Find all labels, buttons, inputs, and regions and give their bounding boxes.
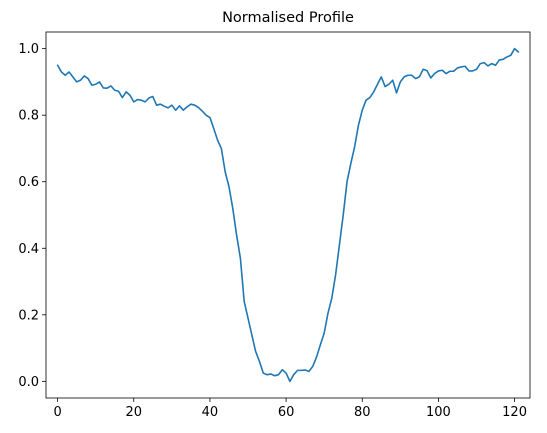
- x-tick-label: 60: [278, 405, 295, 420]
- axes-layer: 0 20 40 60 80 100 120 0.0 0.2 0.4 0.6 0.8 1.0: [18, 31, 531, 420]
- x-tick-label: 80: [354, 405, 371, 420]
- y-tick-label: 0.6: [18, 175, 39, 190]
- y-tick-label: 1.0: [18, 42, 39, 57]
- y-tick-label: 0.4: [18, 242, 39, 257]
- series-layer: [56, 47, 520, 383]
- chart-title: Normalised Profile: [222, 10, 354, 26]
- x-tick-label: 120: [502, 405, 527, 420]
- series-line-0: [56, 47, 520, 383]
- x-tick-label: 100: [426, 405, 451, 420]
- plot-frame: [45, 31, 531, 399]
- y-tick-label: 0.2: [18, 308, 39, 323]
- x-tick-label: 40: [202, 405, 219, 420]
- x-tick-label: 0: [53, 405, 61, 420]
- y-tick-label: 0.8: [18, 109, 39, 124]
- y-tick-label: 0.0: [18, 375, 39, 390]
- x-tick-label: 20: [126, 405, 143, 420]
